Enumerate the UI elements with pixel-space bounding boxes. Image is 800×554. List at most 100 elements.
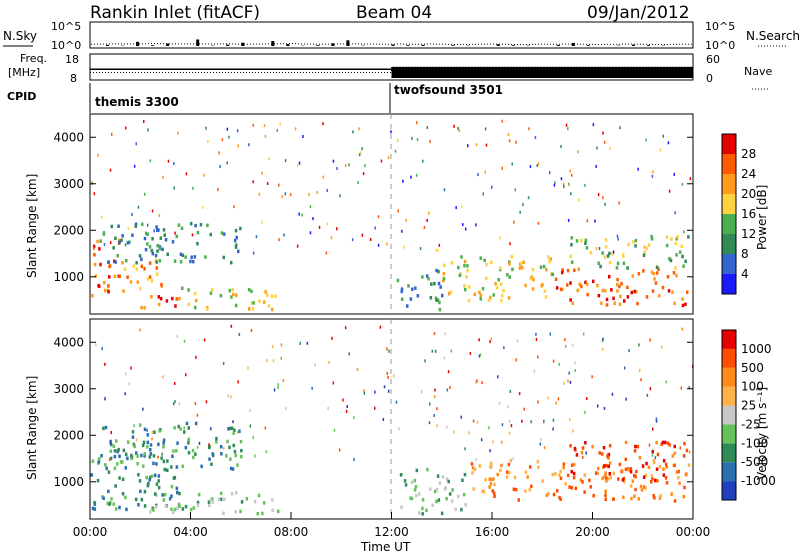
echo-cell (162, 175, 164, 179)
echo-cell (633, 449, 637, 453)
echo-cell (652, 494, 655, 498)
echo-cell (240, 454, 243, 459)
echo-cell (688, 450, 691, 454)
echo-cell (442, 272, 446, 276)
echo-cell (191, 448, 195, 453)
echo-cell (93, 262, 97, 267)
echo-cell (461, 478, 464, 482)
echo-cell (113, 274, 117, 279)
echo-cell (93, 253, 96, 257)
echo-cell (124, 466, 127, 470)
echo-cell (508, 275, 511, 279)
echo-cell (665, 235, 669, 239)
echo-cell (597, 404, 599, 408)
velocity-panel: Slant Range [km] 1000 2000 3000 4000 00:00 0… (25, 318, 776, 554)
echo-cell (453, 430, 455, 434)
echo-cell (413, 488, 417, 492)
echo-cell (537, 162, 540, 166)
echo-cell (316, 191, 318, 194)
echo-cell (481, 381, 483, 385)
echo-cell (154, 258, 158, 262)
colorbar-tick-label: 25 (741, 399, 756, 413)
echo-cell (363, 389, 365, 393)
echo-cell (608, 274, 611, 279)
echo-cell (554, 181, 556, 185)
echo-cell (252, 123, 254, 127)
echo-cell (151, 237, 154, 241)
echo-cell (416, 294, 420, 298)
echo-cell (471, 471, 474, 475)
echo-cell (496, 472, 499, 477)
echo-cell (522, 260, 525, 265)
echo-cell (222, 511, 225, 515)
echo-cell (390, 130, 392, 134)
echo-cell (400, 289, 403, 294)
colorbar-tick-label: 8 (741, 247, 749, 261)
echo-cell (508, 260, 511, 264)
echo-cell (426, 126, 429, 129)
echo-cell (91, 293, 94, 298)
echo-cell (177, 502, 181, 507)
echo-cell (429, 296, 433, 300)
echo-cell (604, 289, 607, 293)
echo-cell (155, 462, 158, 466)
echo-cell (262, 300, 266, 304)
echo-cell (121, 492, 125, 496)
echo-cell (570, 260, 574, 264)
echo-cell (491, 185, 493, 189)
echo-cell (342, 398, 344, 402)
echo-cell (594, 471, 598, 475)
colorbar-swatch (722, 348, 736, 368)
echo-cell (570, 192, 572, 196)
echo-cell (463, 259, 467, 264)
echo-cell (123, 267, 127, 271)
echo-cell (190, 255, 193, 259)
echo-cell (179, 427, 182, 431)
echo-cell (425, 508, 428, 513)
echo-cell (352, 130, 354, 134)
echo-cell (686, 290, 689, 294)
echo-cell (481, 287, 485, 291)
echo-cell (604, 245, 608, 249)
echo-cell (466, 264, 469, 268)
echo-cell (108, 502, 111, 506)
echo-cell (255, 235, 258, 239)
echo-cell (109, 456, 113, 461)
echo-cell (109, 168, 112, 172)
echo-cell (661, 285, 665, 290)
echo-cell (684, 259, 687, 264)
echo-cell (520, 261, 523, 266)
echo-cell (139, 423, 142, 427)
echo-cell (519, 210, 521, 214)
echo-cell (223, 232, 226, 236)
echo-cell (226, 439, 229, 444)
colorbar-tick-label: 100 (741, 380, 764, 394)
echo-cell (643, 485, 646, 489)
echo-cell (573, 446, 577, 451)
noise-left-tick-high: 10^5 (51, 20, 81, 33)
echo-cell (638, 456, 642, 460)
xaxis-label: Time UT (360, 540, 411, 554)
echo-cell (152, 454, 156, 458)
echo-cell (681, 327, 684, 331)
echo-cell (150, 248, 154, 253)
echo-cell (264, 290, 267, 294)
echo-cell (226, 127, 229, 131)
noise-sky-bar (391, 44, 395, 46)
colorbar-tick-label: -25 (741, 417, 761, 431)
echo-cell (634, 444, 637, 449)
echo-cell (616, 234, 619, 238)
echo-cell (147, 481, 150, 486)
echo-cell (601, 347, 604, 351)
echo-cell (265, 293, 269, 297)
echo-cell (559, 287, 563, 292)
echo-cell (481, 489, 484, 493)
noise-left-tick-low: 10^0 (51, 39, 81, 52)
echo-cell (330, 236, 333, 240)
y-tick-label: 3000 (53, 382, 84, 396)
echo-cell (136, 454, 139, 458)
echo-cell (655, 467, 659, 471)
echo-cell (225, 454, 228, 458)
y-tick-label: 1000 (53, 270, 84, 284)
y-tick-label: 4000 (53, 130, 84, 144)
